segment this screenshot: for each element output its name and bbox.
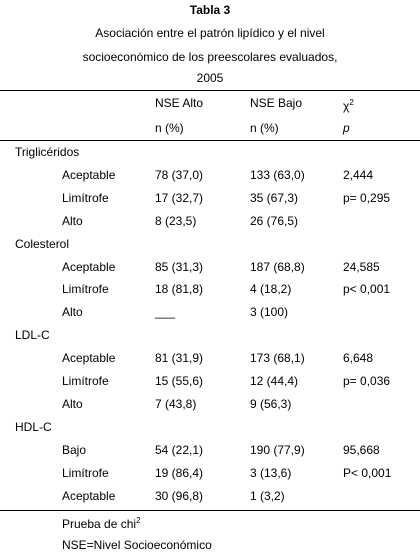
row-label: Limítrofe <box>62 190 109 205</box>
cell: p= 0,036 <box>343 374 391 388</box>
cell: 7 (43,8) <box>155 396 197 411</box>
cell: 3 (13,6) <box>250 465 292 480</box>
cell: 78 (37,0) <box>155 167 204 182</box>
cell: 15 (55,6) <box>155 374 204 388</box>
cell: 18 (81,8) <box>155 282 204 297</box>
group-label: HDL-C <box>15 419 52 434</box>
rule <box>0 140 420 141</box>
subtitle: socioeconómico de los preescolares evalu… <box>82 50 338 64</box>
cell: p< 0,001 <box>343 282 391 297</box>
cell: 6,648 <box>343 351 374 366</box>
chi: χ <box>343 99 350 113</box>
table-title: Tabla 3 <box>189 3 231 17</box>
sup: 2 <box>136 516 141 525</box>
cell: 8 (23,5) <box>155 213 197 228</box>
cell: 35 (67,3) <box>250 190 299 205</box>
row-label: Aceptable <box>62 488 116 503</box>
subtitle: 2005 <box>196 71 224 85</box>
row-label: Limítrofe <box>62 374 109 388</box>
cell: 95,668 <box>343 442 380 457</box>
cell: 26 (76,5) <box>250 213 299 228</box>
cell: 54 (22,1) <box>155 442 204 457</box>
unit: n (%) <box>155 121 184 135</box>
cell: 2,444 <box>343 167 374 182</box>
cell: 190 (77,9) <box>250 442 305 457</box>
footnote: Prueba de chi2 <box>62 514 141 531</box>
cell: 133 (63,0) <box>250 167 305 182</box>
header: χ2 <box>343 96 354 113</box>
cell: 3 (100) <box>250 305 289 320</box>
cell: 1 (3,2) <box>250 488 285 503</box>
cell: p= 0,295 <box>343 190 391 205</box>
sup: 2 <box>349 98 354 107</box>
header: NSE Bajo <box>250 96 303 110</box>
cell: 24,585 <box>343 259 380 274</box>
unit: n (%) <box>250 121 279 135</box>
row-label: Alto <box>62 213 83 228</box>
row-label: Alto <box>62 305 83 320</box>
row-label: Alto <box>62 396 83 411</box>
cell: 81 (31,9) <box>155 351 204 366</box>
group-label: Colesterol <box>15 236 70 251</box>
cell: 12 (44,4) <box>250 374 299 388</box>
footnote: NSE=Nivel Socioeconómico <box>62 538 212 552</box>
cell: 19 (86,4) <box>155 465 204 480</box>
footnote-text: Prueba de chi <box>62 517 137 531</box>
rule <box>0 510 420 511</box>
cell: 17 (32,7) <box>155 190 204 205</box>
cell: ___ <box>155 305 176 320</box>
group-label: LDL-C <box>15 328 50 343</box>
row-label: Limítrofe <box>62 282 109 297</box>
subtitle: Asociación entre el patrón lipídico y el… <box>95 26 325 40</box>
row-label: Aceptable <box>62 351 116 366</box>
cell: P< 0,001 <box>343 465 392 480</box>
cell: 30 (96,8) <box>155 488 204 503</box>
cell: 4 (18,2) <box>250 282 292 297</box>
header: NSE Alto <box>155 96 204 110</box>
row-label: Aceptable <box>62 259 116 274</box>
cell: 187 (68,8) <box>250 259 305 274</box>
cell: 173 (68,1) <box>250 351 305 366</box>
row-label: Bajo <box>62 442 87 457</box>
rule <box>0 90 420 91</box>
group-label: Triglicéridos <box>15 145 80 159</box>
row-label: Aceptable <box>62 167 116 182</box>
unit: p <box>343 121 350 135</box>
row-label: Limítrofe <box>62 465 109 480</box>
cell: 85 (31,3) <box>155 259 204 274</box>
cell: 9 (56,3) <box>250 396 292 411</box>
